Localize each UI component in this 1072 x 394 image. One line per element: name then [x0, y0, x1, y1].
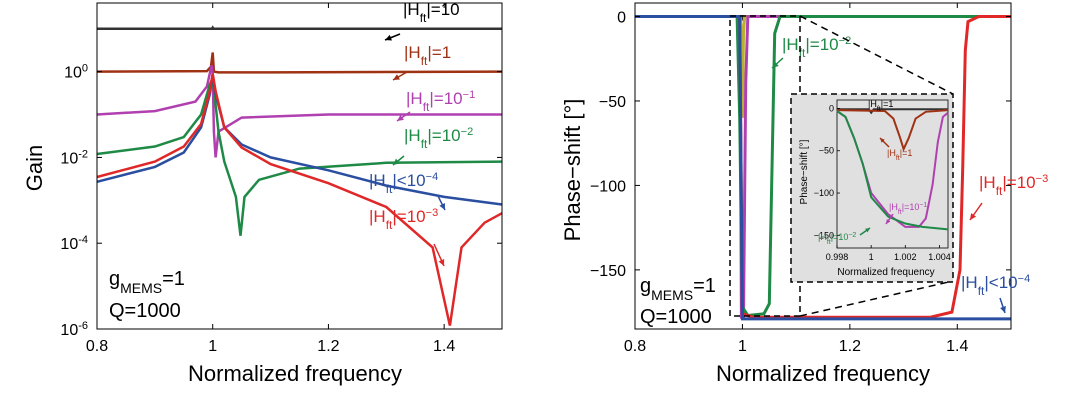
inset-series-H10	[837, 108, 948, 115]
gain-arrow-H10	[384, 33, 401, 41]
inset-x-axis-label: Normalized frequency	[837, 267, 934, 278]
gain-annotations: |Hft|=10 |Hft|=1 |Hft|=10−1 |Hft|=10−2 |Hft|…	[369, 0, 475, 267]
phase-ticks: 0.8 1 1.2 1.4 0 −50 −100 −150	[590, 3, 1011, 355]
phase-x-axis-label: Normalized frequency	[716, 361, 930, 386]
gain-y-tick-label: 10-2	[60, 148, 88, 167]
inset-label-Hm2: |Hft|=10−2	[818, 232, 856, 246]
gain-y-tick-label: 10-6	[60, 320, 88, 339]
gain-arrow-Hlt4	[437, 195, 446, 211]
inset-axes-frame	[836, 99, 949, 249]
phase-y-tick-label: −100	[590, 178, 626, 195]
gain-label-H1: |Hft|=1	[404, 43, 451, 68]
gain-gmems-label: gMEMS=1	[109, 268, 185, 296]
gain-label-Hm2: |Hft|=10−2	[404, 126, 473, 151]
phase-arrow-Hm2	[771, 57, 784, 69]
inset-y-tick-label: 0	[829, 103, 834, 113]
gain-x-tick-label: 1.4	[433, 338, 455, 355]
gain-label-Hlt4: |Hft|<10−4	[369, 171, 438, 196]
phase-label-Hm3: |Hft|=10−3	[979, 173, 1048, 198]
phase-x-tick-label: 1.4	[946, 338, 968, 355]
inset-arrow-Hm1	[885, 213, 894, 225]
gain-series-H10	[97, 25, 502, 30]
inset-y-axis-label: Phase−shift [°]	[799, 139, 810, 204]
phase-curves	[635, 15, 1011, 321]
gain-series-H1	[96, 52, 503, 74]
gain-series-Hm2	[96, 73, 503, 236]
inset-x-tick-label: 0.998	[826, 252, 849, 262]
gain-arrow-Hm2	[392, 155, 405, 166]
inset-series-H1	[836, 109, 949, 152]
phase-label-Hlt4: |Hft|<10−4	[961, 273, 1030, 298]
inset-annotations: |Hft|=1 |Hft|=1 |Hft|=10−1 |Hft|=10−2	[818, 99, 927, 246]
gain-series-Hm1	[96, 65, 502, 158]
inset-x-tick-label: 1	[869, 252, 874, 262]
inset-arrow-H1	[879, 137, 890, 148]
gain-x-axis-label: Normalized frequency	[188, 361, 402, 386]
inset-y-tick-label: −100	[814, 188, 834, 198]
gain-curves	[96, 25, 503, 326]
inset-label-Hm1: |Hft|=10−1	[889, 202, 927, 216]
phase-gmems-label: gMEMS=1	[640, 275, 716, 303]
inset-x-tick-label: 1.004	[928, 252, 951, 262]
phase-y-tick-label: −150	[590, 263, 626, 280]
phase-q-label: Q=1000	[640, 306, 712, 328]
gain-ticks: 0.8 1 1.2 1.4 10-6 10-4 10-2 100	[60, 3, 502, 355]
phase-y-tick-label: 0	[617, 10, 626, 27]
inset-curves	[836, 108, 949, 231]
gain-label-Hm3: |Hft|=10−3	[369, 207, 438, 232]
gain-label-Hm1: |Hft|=10−1	[406, 89, 475, 114]
phase-arrow-Hlt4	[999, 297, 1006, 314]
phase-axes-frame	[634, 2, 1012, 330]
gain-chart: 0.8 1 1.2 1.4 10-6 10-4 10-2 100 Normalized fre…	[22, 0, 503, 386]
gain-arrow-Hm3	[433, 243, 445, 267]
phase-x-tick-label: 0.8	[624, 338, 646, 355]
gain-y-tick-label: 100	[64, 63, 88, 82]
gain-x-tick-label: 1.2	[317, 338, 339, 355]
inset-y-tick-label: −50	[819, 146, 834, 156]
phase-y-axis-label: Phase−shift [°]	[560, 99, 585, 242]
phase-annotations: |Hft|=10−2 |Hft|=10−3 |Hft|<10−4	[771, 35, 1048, 314]
gain-x-tick-label: 0.8	[86, 338, 108, 355]
gain-y-axis-label: Gain	[22, 145, 47, 191]
gain-label-H10: |Hft|=10	[403, 0, 460, 25]
gain-axes-frame	[96, 2, 503, 330]
phase-y-tick-label: −50	[599, 94, 626, 111]
gain-y-tick-label: 10-4	[60, 234, 88, 253]
gain-x-tick-label: 1	[208, 338, 217, 355]
gain-series-Hm3	[96, 73, 503, 326]
gain-q-label: Q=1000	[109, 300, 181, 322]
phase-inset: 0.998 1 1.002 1.004 0 −50 −100 −150 Normalized …	[790, 93, 954, 283]
inset-label-H1-top: |Hft|=1	[868, 99, 893, 113]
inset-label-H1: |Hft|=1	[887, 148, 912, 162]
inset-y-tick-label: −150	[814, 230, 834, 240]
gain-arrow-H1	[392, 71, 408, 81]
phase-arrow-Hm3	[969, 202, 983, 221]
phase-x-tick-label: 1.2	[839, 338, 861, 355]
phase-label-Hm2: |Hft|=10−2	[782, 35, 851, 60]
inset-ticks: 0.998 1 1.002 1.004 0 −50 −100 −150	[814, 103, 951, 262]
zoom-connector-bottom	[799, 280, 954, 317]
phase-chart: 0.8 1 1.2 1.4 0 −50 −100 −150 Normalized freque…	[560, 2, 1048, 386]
inset-x-tick-label: 1.002	[894, 252, 917, 262]
inset-arrow-Hm2	[859, 227, 871, 236]
phase-series-Hlt4	[635, 15, 1011, 321]
phase-x-tick-label: 1	[738, 338, 747, 355]
inset-series-Hm2	[836, 110, 949, 231]
gain-arrow-Hm1	[396, 111, 411, 122]
inset-background	[790, 93, 954, 283]
zoom-connector-top	[799, 15, 954, 95]
